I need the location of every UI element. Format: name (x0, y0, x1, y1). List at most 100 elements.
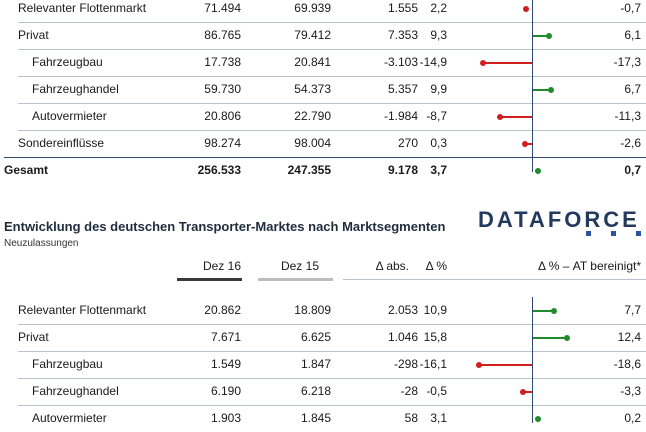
row-label: Sondereinflüsse (18, 136, 105, 150)
header-divider (343, 279, 646, 280)
table-row: Autovermieter 1.903 1.845 58 3,1 0,2 (0, 405, 646, 432)
row-divider (18, 324, 646, 325)
delta-percent: 2,2 (430, 1, 447, 15)
row-label: Fahrzeughandel (32, 82, 119, 96)
row-label: Autovermieter (32, 411, 107, 425)
delta-adjusted: -11,3 (614, 109, 641, 123)
table-row: Gesamt 256.533 247.355 9.178 3,7 0,7 (0, 157, 646, 184)
value-previous: 6.218 (300, 384, 331, 398)
row-label: Relevanter Flottenmarkt (18, 303, 147, 317)
row-divider (18, 351, 646, 352)
logo-square-3 (636, 231, 641, 236)
table-row: Fahrzeughandel 59.730 54.373 5.357 9,9 6,7 (0, 76, 646, 103)
delta-percent: 10,9 (423, 303, 447, 317)
header-dez16: Dez 16 (202, 259, 241, 273)
value-previous: 6.625 (300, 330, 331, 344)
value-current: 256.533 (197, 163, 241, 177)
delta-dot (519, 389, 526, 395)
table2-zero-axis (532, 297, 533, 423)
section-title: Entwicklung des deutschen Transporter-Ma… (4, 219, 446, 234)
value-previous: 18.809 (294, 303, 331, 317)
value-previous: 1.845 (300, 411, 331, 425)
delta-absolute: 5.357 (387, 82, 418, 96)
delta-absolute: -298 (393, 357, 418, 371)
row-label: Fahrzeugbau (32, 55, 103, 69)
table-row: Sondereinflüsse 98.274 98.004 270 0,3 -2,6 (0, 130, 646, 157)
delta-percent: 9,3 (430, 28, 447, 42)
delta-dot (521, 141, 528, 147)
row-label: Autovermieter (32, 109, 107, 123)
row-divider (18, 405, 646, 406)
value-previous: 54.373 (294, 82, 331, 96)
row-label: Fahrzeughandel (32, 384, 119, 398)
delta-absolute: 9.178 (387, 163, 418, 177)
table-row: Relevanter Flottenmarkt 71.494 69.939 1.555… (0, 0, 646, 22)
delta-absolute: 270 (397, 136, 418, 150)
delta-percent: 3,7 (430, 163, 447, 177)
delta-bar (522, 391, 532, 393)
delta-absolute: -28 (400, 384, 418, 398)
delta-adjusted: -0,7 (620, 1, 641, 15)
delta-percent: 15,8 (423, 330, 447, 344)
value-current: 20.806 (204, 109, 241, 123)
delta-dot (535, 168, 541, 174)
delta-bar (532, 35, 550, 37)
header-delta-adjusted: Δ % – AT bereinigt* (538, 259, 641, 273)
value-previous: 1.847 (300, 357, 331, 371)
table-row: Fahrzeugbau 17.738 20.841 -3.103 -14,9 -17,3 (0, 49, 646, 76)
delta-dot (550, 308, 557, 314)
section-subtitle: Neuzulassungen (4, 238, 79, 249)
table-row: Fahrzeughandel 6.190 6.218 -28 -0,5 -3,3 (0, 378, 646, 405)
delta-absolute: -1.984 (383, 109, 418, 123)
delta-adjusted: -3,3 (620, 384, 641, 398)
delta-adjusted: 6,1 (624, 28, 641, 42)
delta-absolute: 58 (404, 411, 418, 425)
value-previous: 247.355 (287, 163, 331, 177)
row-divider (18, 22, 646, 23)
delta-bar (532, 310, 554, 312)
dataforce-logo: DATAFORCE (478, 207, 640, 232)
header-delta-percent: Δ % (425, 259, 447, 273)
delta-dot (546, 33, 553, 39)
header-underline-dez15 (258, 278, 333, 281)
header-dez15: Dez 15 (280, 259, 319, 273)
value-current: 6.190 (210, 384, 241, 398)
delta-adjusted: -17,3 (613, 55, 641, 69)
row-label: Privat (18, 28, 49, 42)
delta-percent: -8,7 (426, 109, 447, 123)
table-row: Fahrzeugbau 1.549 1.847 -298 -16,1 -18,6 (0, 351, 646, 378)
delta-absolute: 7.353 (387, 28, 418, 42)
value-previous: 22.790 (294, 109, 331, 123)
delta-adjusted: 12,4 (617, 330, 641, 344)
delta-bar (499, 116, 532, 118)
table-row: Privat 86.765 79.412 7.353 9,3 6,1 (0, 22, 646, 49)
delta-dot (535, 416, 541, 422)
value-current: 1.903 (210, 411, 241, 425)
delta-bar (532, 337, 568, 339)
table1-zero-axis (532, 0, 533, 172)
value-current: 20.862 (204, 303, 241, 317)
value-previous: 20.841 (294, 55, 331, 69)
delta-bar (478, 364, 532, 366)
row-label: Gesamt (4, 163, 49, 177)
value-current: 59.730 (204, 82, 241, 96)
delta-adjusted: 6,7 (624, 82, 641, 96)
header-underline-dez16 (177, 278, 242, 281)
delta-percent: 9,9 (430, 82, 447, 96)
value-current: 7.671 (210, 330, 241, 344)
row-divider (18, 103, 646, 104)
delta-absolute: -3.103 (383, 55, 418, 69)
delta-percent: 3,1 (430, 411, 447, 425)
delta-bar (532, 89, 552, 91)
delta-dot (475, 362, 482, 368)
delta-percent: -0,5 (426, 384, 447, 398)
row-divider (18, 49, 646, 50)
value-current: 1.549 (210, 357, 241, 371)
value-previous: 79.412 (294, 28, 331, 42)
value-current: 98.274 (204, 136, 241, 150)
delta-dot (564, 335, 571, 341)
row-divider (18, 378, 646, 379)
delta-adjusted: 7,7 (624, 303, 641, 317)
table-row: Relevanter Flottenmarkt 20.862 18.809 2.053… (0, 297, 646, 324)
logo-square-1 (586, 231, 591, 236)
